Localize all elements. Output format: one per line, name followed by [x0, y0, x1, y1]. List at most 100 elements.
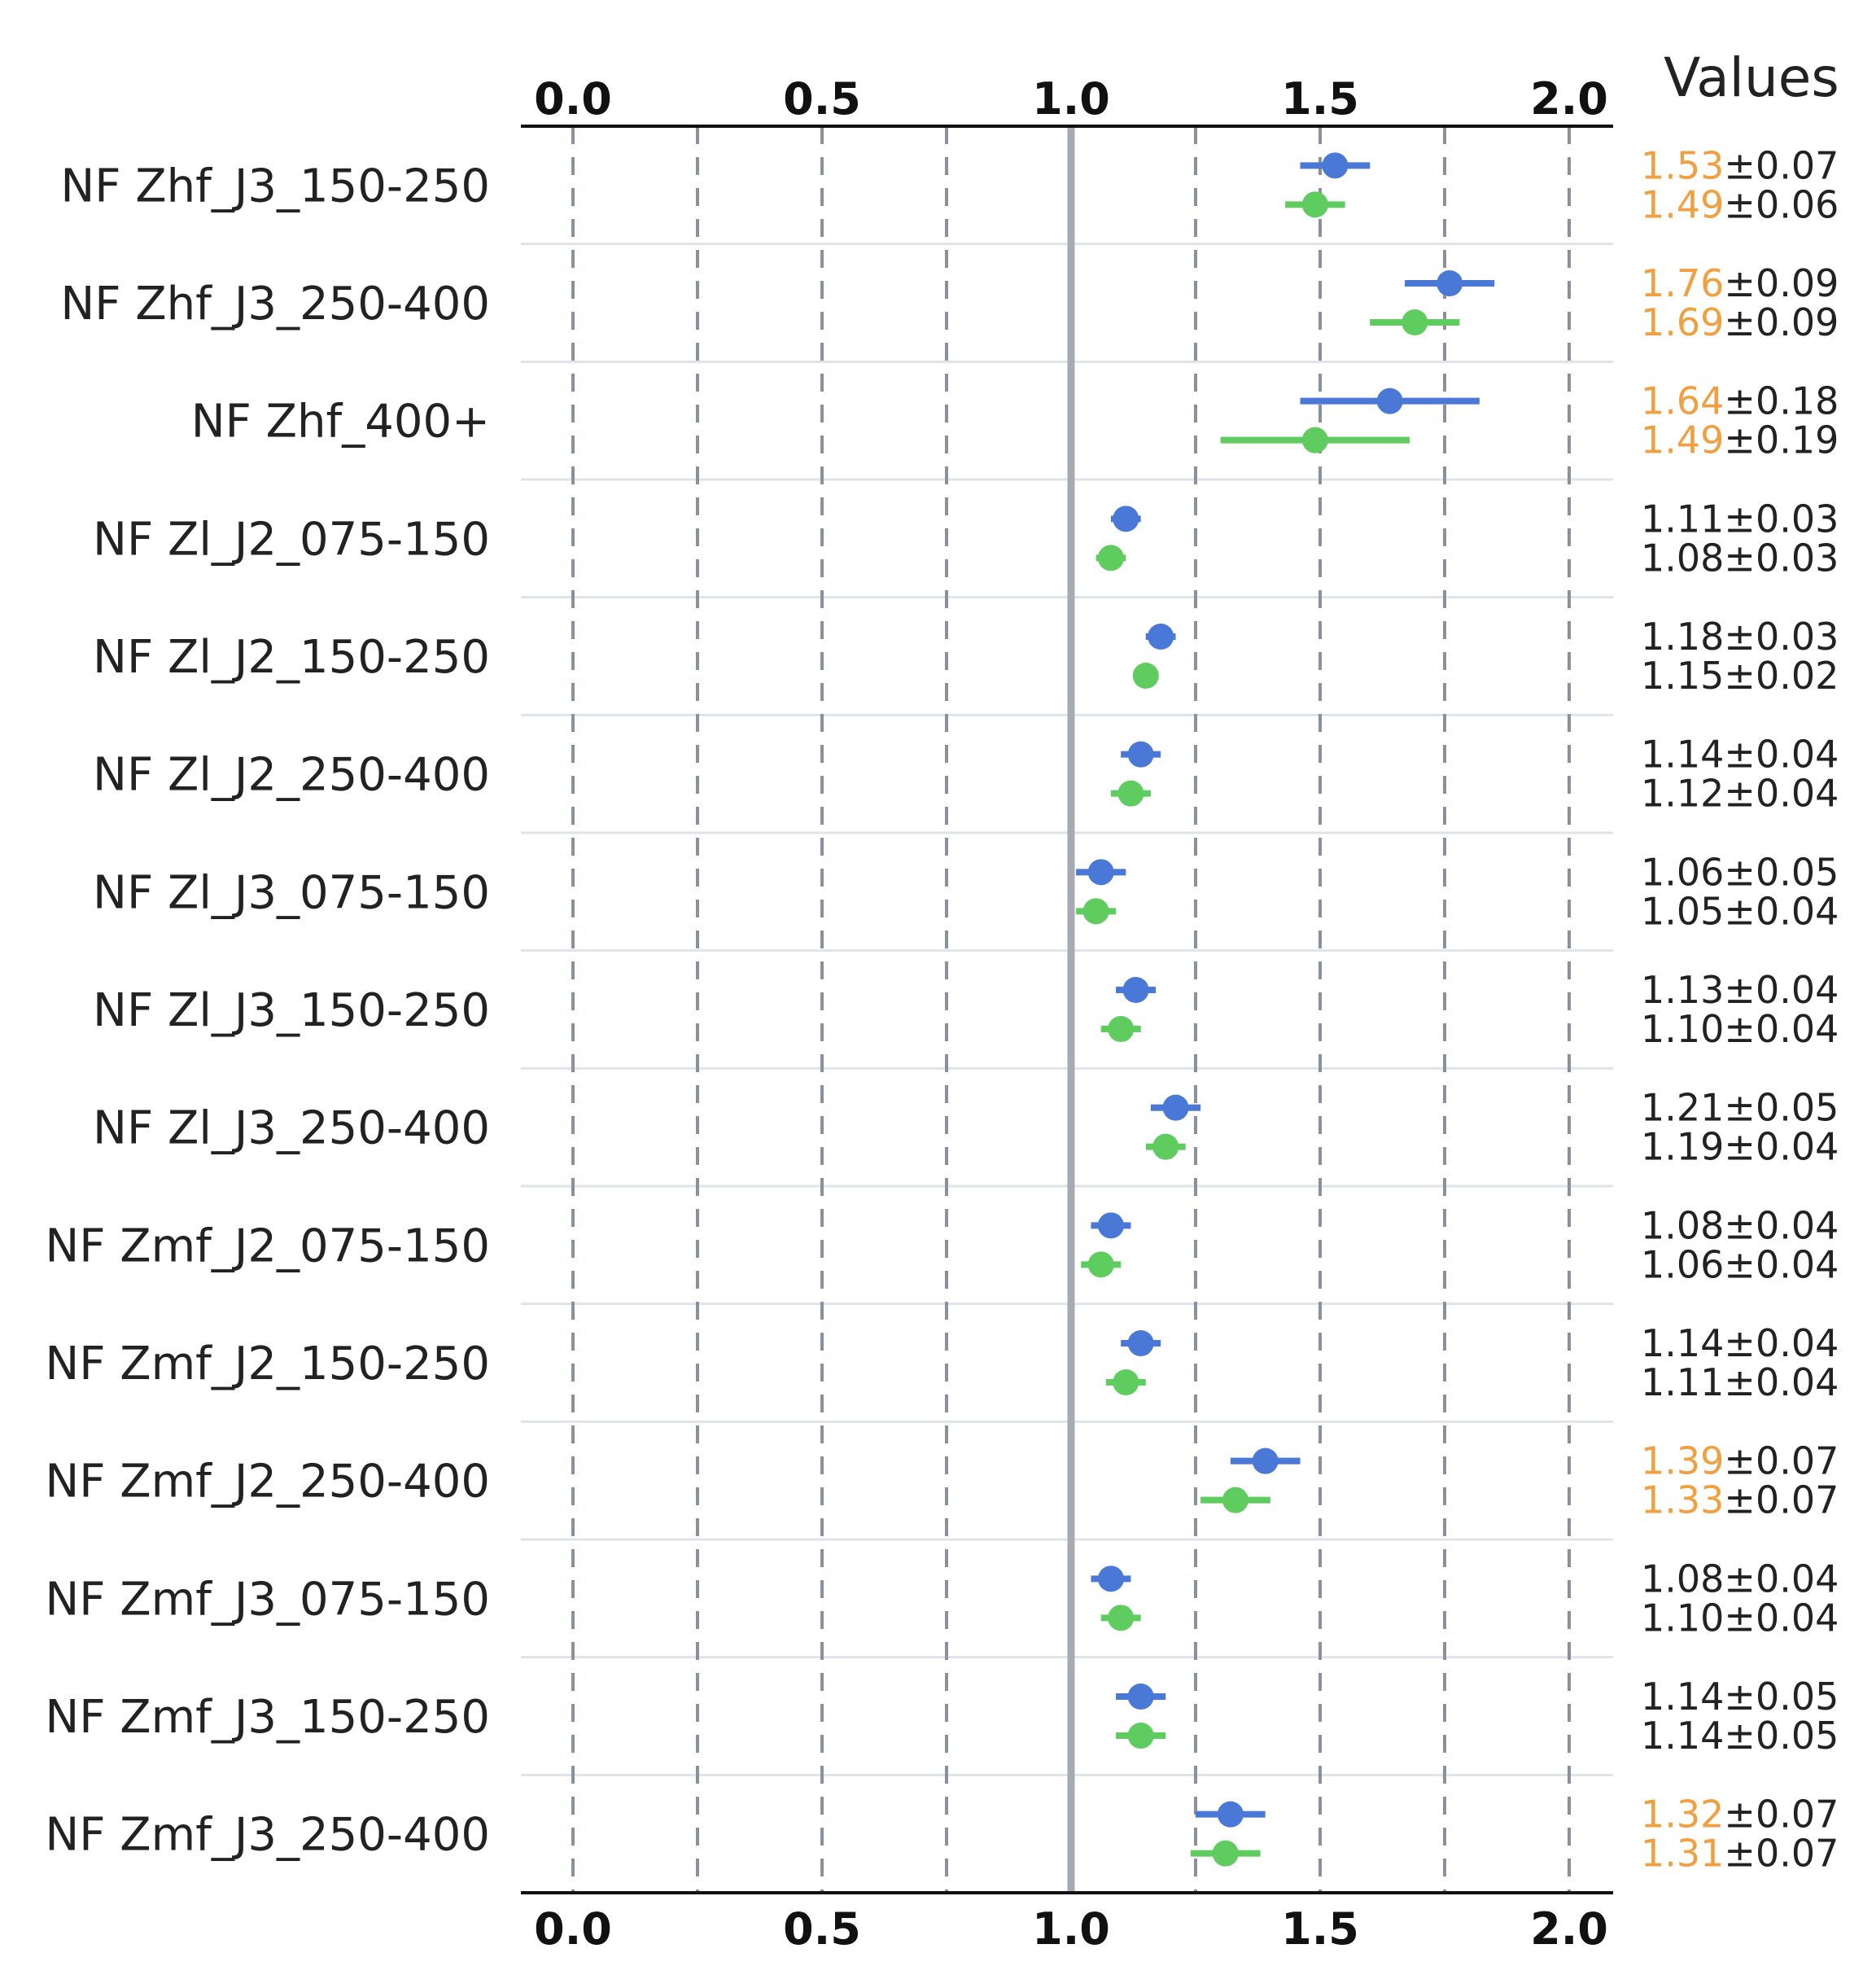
value-number: 1.69 — [1641, 300, 1724, 344]
value-error: ±0.04 — [1724, 1321, 1839, 1365]
value-number: 1.64 — [1641, 379, 1724, 423]
value-label: 1.13±0.04 — [1641, 968, 1839, 1012]
row-label: NF Zl_J2_250-400 — [93, 749, 490, 802]
value-number: 1.76 — [1641, 261, 1724, 305]
value-error: ±0.09 — [1724, 300, 1839, 344]
row-label: NF Zhf_J3_250-400 — [60, 278, 490, 331]
data-point — [1132, 663, 1159, 689]
bottom-tick-label: 0.5 — [783, 1903, 861, 1955]
value-number: 1.11 — [1641, 497, 1724, 541]
axis-layer: 0.0 0.0 0.5 0.5 1.0 1.0 1.5 1.5 2.0 2.0 — [521, 73, 1613, 1955]
row-label: NF Zmf_J2_250-400 — [45, 1456, 490, 1509]
value-label: 1.15±0.02 — [1641, 654, 1839, 698]
value-label: 1.39±0.07 — [1641, 1439, 1839, 1483]
value-label: 1.32±0.07 — [1641, 1793, 1839, 1837]
data-point — [1113, 506, 1139, 532]
value-number: 1.05 — [1641, 889, 1724, 933]
value-number: 1.10 — [1641, 1596, 1724, 1640]
value-number: 1.49 — [1641, 182, 1724, 226]
value-number: 1.15 — [1641, 654, 1724, 698]
data-point — [1217, 1801, 1244, 1828]
data-point — [1152, 1133, 1179, 1160]
top-tick-label: 1.5 — [1281, 73, 1359, 125]
top-tick-label: 1.0 — [1032, 73, 1110, 125]
value-number: 1.19 — [1641, 1125, 1724, 1169]
value-error: ±0.07 — [1724, 1832, 1839, 1876]
row-label: NF Zmf_J3_075-150 — [45, 1573, 490, 1626]
value-number: 1.12 — [1641, 772, 1724, 816]
value-label: 1.31±0.07 — [1641, 1832, 1839, 1876]
value-label: 1.06±0.04 — [1641, 1242, 1839, 1286]
value-label: 1.76±0.09 — [1641, 261, 1839, 305]
grid-layer — [521, 126, 1613, 1893]
value-label: 1.21±0.05 — [1641, 1086, 1839, 1130]
value-error: ±0.04 — [1724, 1007, 1839, 1051]
bottom-tick-label: 1.5 — [1281, 1903, 1359, 1955]
value-error: ±0.07 — [1724, 1478, 1839, 1522]
value-error: ±0.09 — [1724, 261, 1839, 305]
value-label: 1.53±0.07 — [1641, 143, 1839, 187]
row-label: NF Zhf_400+ — [191, 396, 490, 449]
value-number: 1.21 — [1641, 1086, 1724, 1130]
value-error: ±0.04 — [1724, 1360, 1839, 1404]
value-label: 1.08±0.03 — [1641, 536, 1839, 580]
row-label: NF Zl_J2_150-250 — [93, 631, 490, 684]
value-error: ±0.05 — [1724, 850, 1839, 894]
value-number: 1.39 — [1641, 1439, 1724, 1483]
value-number: 1.10 — [1641, 1007, 1724, 1051]
data-point — [1113, 1369, 1139, 1395]
value-label: 1.05±0.04 — [1641, 889, 1839, 933]
value-error: ±0.05 — [1724, 1086, 1839, 1130]
value-error: ±0.03 — [1724, 497, 1839, 541]
data-point — [1162, 1094, 1189, 1121]
value-error: ±0.03 — [1724, 615, 1839, 659]
row-label-layer: NF Zhf_J3_150-250 NF Zhf_J3_250-400 NF Zhf… — [45, 160, 490, 1861]
value-error: ±0.19 — [1724, 418, 1839, 462]
value-error: ±0.05 — [1724, 1714, 1839, 1758]
data-point — [1097, 1212, 1124, 1239]
data-point — [1087, 859, 1114, 886]
value-error: ±0.04 — [1724, 1242, 1839, 1286]
data-point — [1322, 152, 1349, 179]
row-label: NF Zmf_J3_250-400 — [45, 1809, 490, 1862]
value-label: 1.14±0.04 — [1641, 1321, 1839, 1365]
value-number: 1.14 — [1641, 1675, 1724, 1719]
data-point — [1148, 624, 1174, 650]
data-point — [1437, 270, 1463, 296]
value-error: ±0.04 — [1724, 1203, 1839, 1247]
value-label: 1.49±0.06 — [1641, 182, 1839, 226]
value-label: 1.11±0.03 — [1641, 497, 1839, 541]
data-point — [1108, 1016, 1135, 1042]
value-number: 1.49 — [1641, 418, 1724, 462]
value-label: 1.06±0.05 — [1641, 850, 1839, 894]
value-number: 1.08 — [1641, 1557, 1724, 1600]
value-error: ±0.04 — [1724, 968, 1839, 1012]
value-error: ±0.02 — [1724, 654, 1839, 698]
value-number: 1.31 — [1641, 1832, 1724, 1876]
value-label: 1.18±0.03 — [1641, 615, 1839, 659]
value-number: 1.14 — [1641, 733, 1724, 777]
value-number: 1.08 — [1641, 536, 1724, 580]
marks-layer — [1076, 152, 1495, 1867]
value-label: 1.14±0.04 — [1641, 733, 1839, 777]
value-number: 1.14 — [1641, 1714, 1724, 1758]
value-error: ±0.05 — [1724, 1675, 1839, 1719]
value-error: ±0.06 — [1724, 182, 1839, 226]
value-label: 1.19±0.04 — [1641, 1125, 1839, 1169]
data-point — [1127, 741, 1154, 768]
bottom-tick-label: 2.0 — [1530, 1903, 1608, 1955]
data-point — [1097, 1565, 1124, 1592]
value-number: 1.08 — [1641, 1203, 1724, 1247]
data-point — [1087, 1251, 1114, 1278]
value-error: ±0.03 — [1724, 536, 1839, 580]
data-point — [1127, 1330, 1154, 1356]
value-label: 1.08±0.04 — [1641, 1557, 1839, 1600]
row-label: NF Zmf_J2_150-250 — [45, 1338, 490, 1390]
value-error: ±0.07 — [1724, 1439, 1839, 1483]
value-label: 1.64±0.18 — [1641, 379, 1839, 423]
data-point — [1117, 780, 1144, 807]
data-point — [1402, 309, 1428, 335]
value-label: 1.11±0.04 — [1641, 1360, 1839, 1404]
data-point — [1252, 1447, 1279, 1474]
